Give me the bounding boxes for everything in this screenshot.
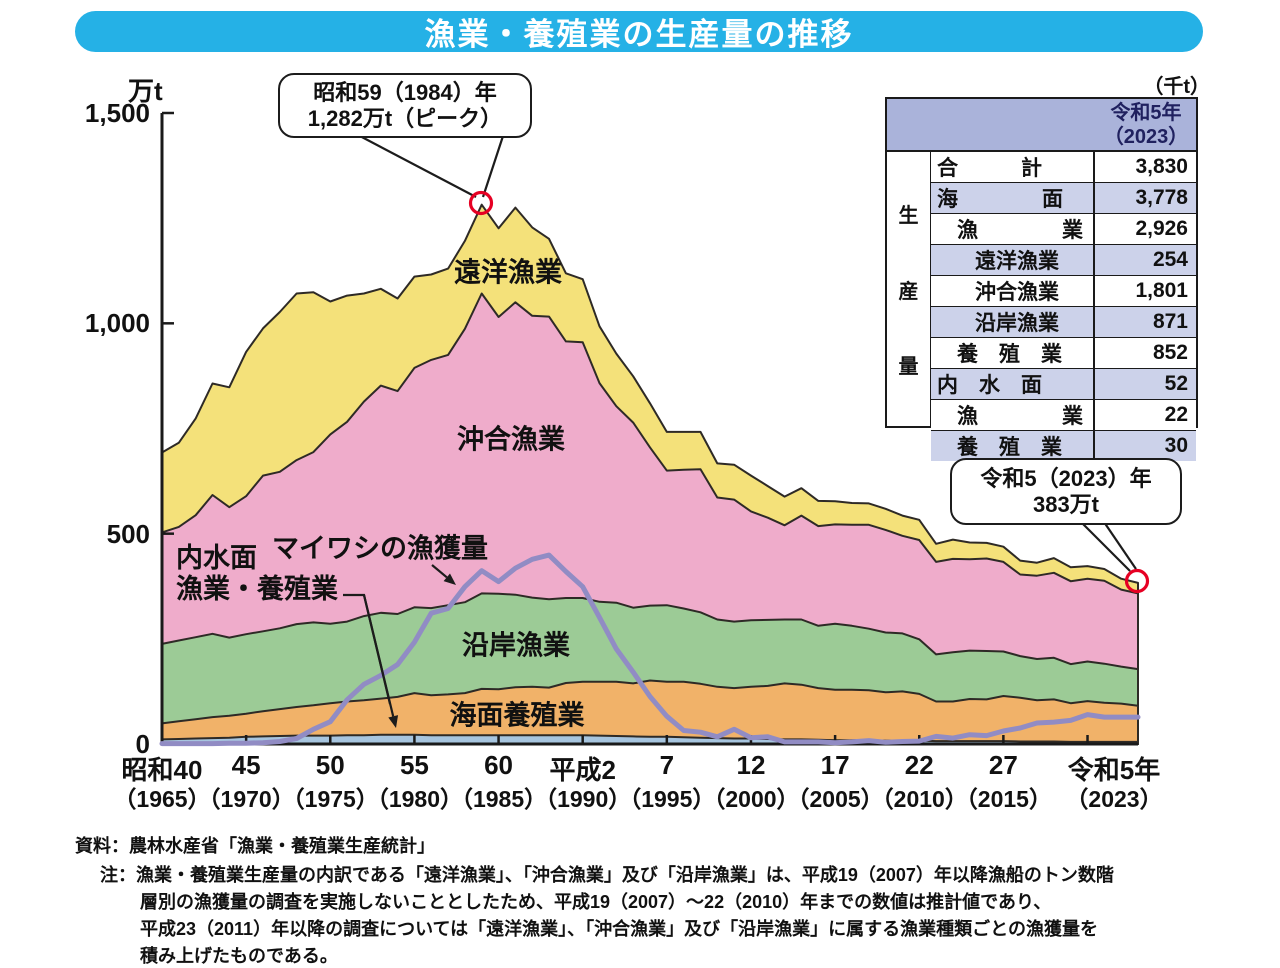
table-row: 漁 業 22	[931, 399, 1196, 430]
callout-latest-2023: 令和5（2023）年 383万t	[950, 458, 1182, 525]
red-marker-circle	[468, 190, 494, 216]
x-tick-label: 45	[231, 750, 261, 780]
title-bar: 漁業・養殖業の生産量の推移	[75, 11, 1203, 52]
callout-pointer-line	[481, 132, 506, 198]
table-row: 養 殖 業 852	[931, 337, 1196, 368]
table-row-label: 養 殖 業	[957, 436, 1062, 459]
footnote-line: 注：漁業・養殖業生産量の内訳である「遠洋漁業」、「沖合漁業」及び「沿岸漁業」は、…	[100, 865, 1114, 885]
production-table: 令和5年 （2023）生産量合 計 3,830 海 面 3,778 漁 業 2,926 遠洋漁…	[885, 97, 1198, 461]
page-title: 漁業・養殖業の生産量の推移	[424, 17, 854, 52]
table-row-value: 871	[1093, 307, 1196, 337]
table-row-value: 30	[1093, 431, 1196, 461]
source-note: 資料：農林水産省「漁業・養殖業生産統計」	[75, 836, 435, 856]
table-row: 遠洋漁業 254	[931, 244, 1196, 275]
label-marine-aquaculture: 海面養殖業	[449, 700, 585, 731]
table-row: 海 面 3,778	[931, 182, 1196, 213]
inland-pointer-arrow-head	[388, 715, 399, 728]
table-row-label: 内 水 面	[937, 374, 1042, 397]
table-row-value: 3,778	[1093, 183, 1196, 213]
x-tick-label: 50	[315, 750, 345, 780]
x-tick-year-label: （1990）	[534, 786, 632, 812]
table-row-label: 海 面	[937, 188, 1063, 211]
table-side-label: 生産量	[887, 152, 931, 426]
x-tick-label: 昭和40	[121, 755, 203, 785]
footnote-line: 層別の漁獲量の調査を実施しないこととしたため、平成19（2007）～22（201…	[140, 892, 1052, 912]
table-row-label: 沿岸漁業	[975, 312, 1059, 335]
sardine-pointer-arrow	[431, 564, 448, 579]
x-tick-year-label: （2010）	[870, 786, 968, 812]
x-tick-label: 令和5年	[1067, 755, 1161, 785]
label-distant-water-fishery: 遠洋漁業	[454, 257, 562, 288]
table-row-label: 漁 業	[957, 219, 1083, 242]
x-tick-year-label: （1970）	[197, 786, 295, 812]
x-tick-year-label: （2015）	[954, 786, 1052, 812]
table-row-value: 254	[1093, 245, 1196, 275]
x-tick-year-label: （2023）	[1065, 786, 1163, 812]
x-tick-label: 60	[484, 750, 514, 780]
table-row-value: 22	[1093, 400, 1196, 430]
label-sardine-catch: マイワシの漁獲量	[272, 533, 488, 564]
table-row: 沿岸漁業 871	[931, 306, 1196, 337]
table-row-label: 養 殖 業	[957, 343, 1062, 366]
table-column-header: 令和5年 （2023）	[1103, 102, 1189, 148]
y-tick-label: 500	[106, 518, 150, 549]
table-row-label: 合 計	[937, 157, 1042, 180]
area-海面養殖業	[161, 679, 1139, 745]
x-tick-label: 27	[988, 750, 1018, 780]
table-row-label: 漁 業	[957, 405, 1083, 428]
table-header-row	[887, 99, 1196, 152]
x-tick-year-label: （1995）	[618, 786, 716, 812]
x-tick-label: 平成2	[549, 755, 616, 785]
table-row-value: 3,830	[1093, 152, 1196, 182]
inland-pointer-arrow	[362, 594, 395, 717]
x-tick-label: 17	[820, 750, 850, 780]
callout-pointer-line	[357, 134, 477, 198]
x-tick-year-label: （1985）	[449, 786, 548, 812]
label-inland-water: 内水面 漁業・養殖業	[176, 543, 338, 604]
label-coastal-fishery: 沿岸漁業	[462, 630, 570, 661]
table-row-value: 1,801	[1093, 276, 1196, 306]
table-row: 養 殖 業 30	[931, 430, 1196, 461]
table-row: 内 水 面 52	[931, 368, 1196, 399]
table-row: 沖合漁業 1,801	[931, 275, 1196, 306]
x-tick-label: 7	[659, 750, 675, 780]
x-tick-label: 55	[399, 750, 429, 780]
x-tick-year-label: （1965）	[113, 786, 211, 812]
y-axis-unit: 万t	[128, 76, 163, 106]
y-tick-label: 1,500	[84, 98, 150, 128]
sardine-line	[159, 552, 1141, 747]
label-offshore-fishery: 沖合漁業	[457, 424, 565, 455]
table-row: 合 計 3,830	[931, 152, 1196, 182]
x-tick-year-label: （1980）	[365, 786, 463, 812]
table-row-value: 52	[1093, 369, 1196, 399]
footnote-line: 平成23（2011）年以降の調査については「遠洋漁業」、「沖合漁業」及び「沿岸漁…	[140, 919, 1098, 939]
x-tick-label: 12	[736, 750, 766, 780]
sardine-pointer-arrow-head	[443, 573, 456, 585]
table-row-label: 沖合漁業	[975, 281, 1059, 304]
y-tick-label: 0	[135, 729, 150, 759]
y-tick-label: 1,000	[84, 308, 150, 339]
footnote-line: 積み上げたものである。	[140, 946, 338, 966]
x-tick-year-label: （1975）	[281, 786, 379, 812]
table-unit: （千t）	[1143, 76, 1210, 98]
table-row: 漁 業 2,926	[931, 213, 1196, 244]
callout-pointer-line	[1103, 521, 1137, 570]
red-marker-circle	[1124, 568, 1150, 594]
x-tick-year-label: （2005）	[786, 786, 884, 812]
table-body: 合 計 3,830 海 面 3,778 漁 業 2,926 遠洋漁業 254 沖合漁業 1,801…	[931, 152, 1196, 461]
x-tick-label: 22	[904, 750, 934, 780]
callout-peak-1984: 昭和59（1984）年 1,282万t（ピーク）	[278, 73, 532, 138]
table-row-value: 2,926	[1093, 214, 1196, 244]
x-tick-year-label: （2000）	[702, 786, 800, 812]
table-row-value: 852	[1093, 338, 1196, 368]
callout-pointer-line	[1080, 521, 1131, 572]
table-row-label: 遠洋漁業	[975, 250, 1059, 273]
